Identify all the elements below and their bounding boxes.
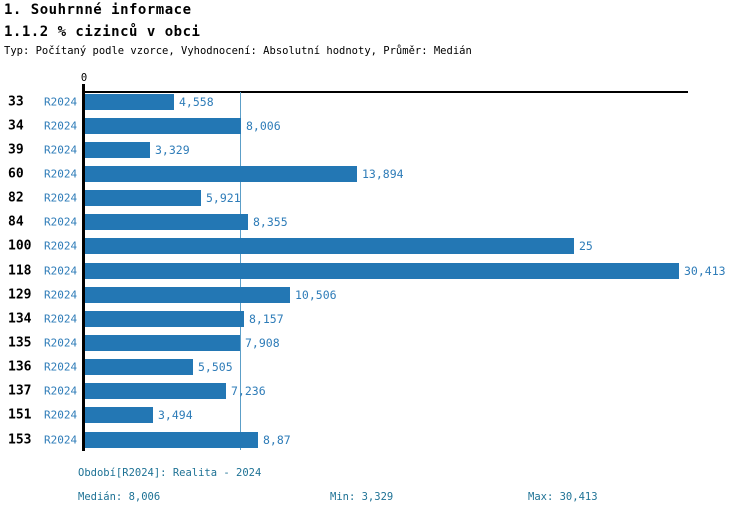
chart-row: 34 R2024 8,006 [0,114,750,138]
row-category-label: 100 [8,238,32,254]
bar-value-label: 8,87 [263,432,291,447]
chart-row: 151 R2024 3,494 [0,403,750,427]
row-category-label: 137 [8,383,32,399]
row-category-label: 151 [8,407,32,423]
row-series-label: R2024 [44,167,78,181]
row-category-label: 118 [8,263,32,279]
bar [85,238,574,255]
row-series-label: R2024 [44,312,78,326]
footer-median-stat: Medián: 8,006 [78,491,161,503]
row-category-label: 34 [8,118,24,134]
bar [85,407,153,424]
bar [85,334,240,351]
chart-row: 137 R2024 7,236 [0,379,750,403]
footer-max-stat: Max: 30,413 [528,491,598,503]
row-series-label: R2024 [44,119,78,133]
chart-row: 134 R2024 8,157 [0,307,750,331]
row-category-label: 60 [8,166,24,182]
bar-value-label: 3,329 [155,142,190,157]
bar [85,431,258,448]
bar-value-label: 8,157 [249,311,284,326]
bar [85,383,226,400]
bar-value-label: 7,236 [231,384,266,399]
row-series-label: R2024 [44,433,78,447]
chart-row: 33 R2024 4,558 [0,90,750,114]
bar [85,359,193,376]
bar [85,190,201,207]
footer-period-line: Období[R2024]: Realita - 2024 [78,467,262,479]
chart-row: 84 R2024 8,355 [0,210,750,234]
row-series-label: R2024 [44,336,78,350]
row-series-label: R2024 [44,191,78,205]
chart-row: 118 R2024 30,413 [0,258,750,282]
row-series-label: R2024 [44,95,78,109]
row-series-label: R2024 [44,360,78,374]
y-axis-line [82,84,85,451]
row-category-label: 33 [8,94,24,110]
row-series-label: R2024 [44,384,78,398]
chart-row: 129 R2024 10,506 [0,283,750,307]
bar-value-label: 13,894 [362,166,404,181]
row-series-label: R2024 [44,288,78,302]
bar-value-label: 25 [579,239,593,254]
row-series-label: R2024 [44,143,78,157]
row-series-label: R2024 [44,239,78,253]
bar [85,141,150,158]
chart-row: 153 R2024 8,87 [0,427,750,451]
bar-value-label: 8,006 [246,118,281,133]
bar [85,117,241,134]
row-category-label: 84 [8,214,24,230]
bar-value-label: 5,505 [198,360,233,375]
page-title: 1. Souhrnné informace [4,2,192,18]
row-category-label: 136 [8,359,32,375]
x-axis-line [84,90,688,93]
bar [85,310,244,327]
chart-row: 39 R2024 3,329 [0,138,750,162]
bar [85,165,357,182]
chart-row: 100 R2024 25 [0,234,750,258]
chart-row: 60 R2024 13,894 [0,162,750,186]
row-series-label: R2024 [44,264,78,278]
bar-value-label: 7,908 [245,335,280,350]
chart-title: 1.1.2 % cizinců v obci [4,24,201,40]
chart-row: 136 R2024 5,505 [0,355,750,379]
chart-row: 135 R2024 7,908 [0,331,750,355]
bar-rows: 33 R2024 4,558 34 R2024 8,006 39 R2024 3… [0,90,750,452]
axis-zero-label: 0 [80,72,88,84]
row-category-label: 129 [8,287,32,303]
bar-value-label: 10,506 [295,287,337,302]
bar-value-label: 5,921 [206,191,241,206]
bar-value-label: 30,413 [684,263,726,278]
row-category-label: 153 [8,432,32,448]
row-category-label: 39 [8,142,24,158]
chart-meta-line: Typ: Počítaný podle vzorce, Vyhodnocení:… [4,45,472,57]
row-series-label: R2024 [44,215,78,229]
row-category-label: 134 [8,311,32,327]
footer-min-stat: Min: 3,329 [330,491,394,503]
bar [85,93,174,110]
row-category-label: 82 [8,190,24,206]
row-category-label: 135 [8,335,32,351]
bar-value-label: 8,355 [253,215,288,230]
bar [85,262,679,279]
bar-value-label: 4,558 [179,94,214,109]
row-series-label: R2024 [44,408,78,422]
bar [85,214,248,231]
chart-row: 82 R2024 5,921 [0,186,750,210]
bar-value-label: 3,494 [158,408,193,423]
bar [85,286,290,303]
